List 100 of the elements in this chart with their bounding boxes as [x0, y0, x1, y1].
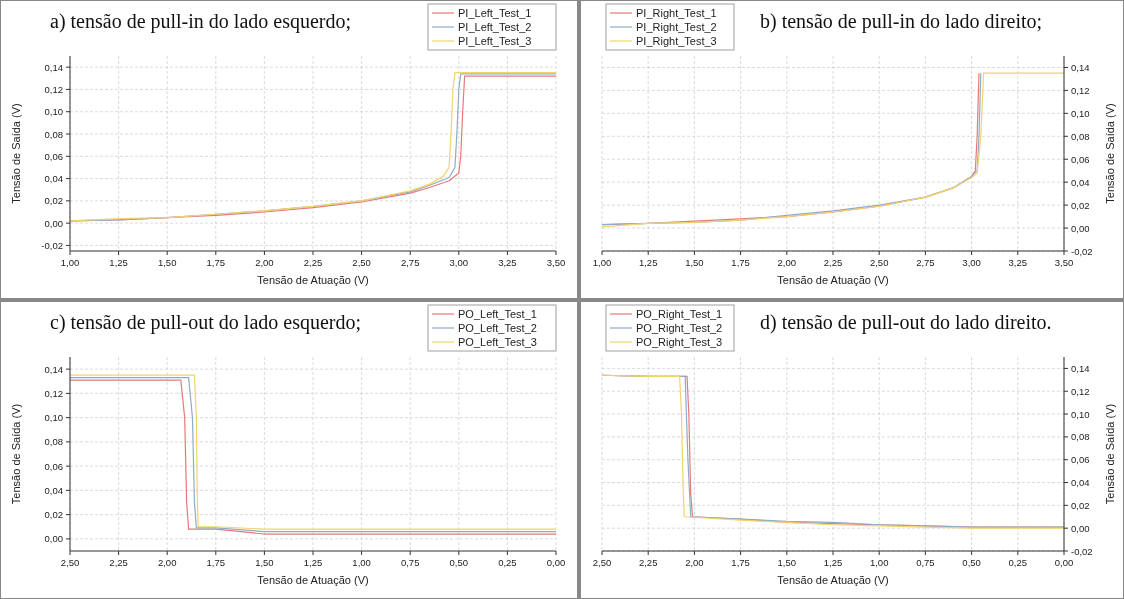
y-tick-label: 0,08 [44, 128, 63, 140]
x-tick-label: 2,50 [352, 257, 371, 268]
y2-tick-label: 0,00 [1071, 522, 1090, 534]
y2-tick-label: 0,06 [1071, 454, 1090, 466]
y2-axis-title: Tensão de Saída (V) [1104, 403, 1116, 505]
y2-tick-label: -0,02 [1071, 245, 1093, 257]
x-tick-label: 1,00 [592, 257, 612, 268]
legend-label: PI_Right_Test_1 [636, 7, 717, 19]
y-tick-label: 0,06 [44, 150, 63, 162]
chart-title: b) tensão de pull-in do lado direito; [760, 10, 1043, 33]
y-tick-label: -0,02 [41, 239, 63, 251]
x-tick-label: 3,50 [546, 257, 566, 268]
chart-title: a) tensão de pull-in do lado esquerdo; [50, 10, 352, 33]
x-tick-label: 1,25 [638, 257, 658, 268]
y-tick-label: 0,08 [44, 436, 63, 448]
x-tick-label: 2,25 [109, 557, 128, 568]
x-tick-label: 2,00 [157, 557, 177, 568]
legend-label: PI_Right_Test_3 [636, 35, 717, 47]
y-tick-label: 0,06 [44, 460, 63, 472]
x-tick-label: 2,75 [400, 257, 420, 268]
x-tick-label: 1,50 [685, 257, 704, 268]
x-tick-label: 2,50 [592, 557, 612, 568]
y2-tick-label: 0,08 [1071, 431, 1090, 443]
legend-label: PI_Left_Test_1 [458, 7, 532, 19]
y-tick-label: 0,10 [44, 412, 63, 424]
y2-tick-label: 0,14 [1071, 362, 1090, 374]
y-tick-label: 0,02 [44, 509, 63, 521]
y-tick-label: 0,12 [44, 83, 63, 95]
x-tick-label: 0,75 [916, 557, 935, 568]
x-tick-label: 1,25 [109, 257, 128, 268]
x-tick-label: 3,25 [498, 257, 517, 268]
x-tick-label: 3,00 [962, 257, 981, 268]
x-axis-title: Tensão de Atuação (V) [257, 274, 369, 286]
x-tick-label: 2,25 [638, 557, 658, 568]
legend-label: PO_Left_Test_3 [458, 336, 537, 348]
x-tick-label: 3,50 [1054, 257, 1074, 268]
x-tick-label: 0,50 [962, 557, 981, 568]
x-tick-label: 1,50 [777, 557, 797, 568]
y2-tick-label: -0,02 [1071, 545, 1093, 557]
y2-tick-label: 0,04 [1071, 176, 1090, 188]
x-tick-label: 0,00 [546, 557, 566, 568]
x-tick-label: 2,00 [777, 257, 797, 268]
legend-label: PO_Right_Test_3 [636, 336, 723, 348]
x-tick-label: 2,75 [916, 257, 935, 268]
x-tick-label: 0,00 [1054, 557, 1074, 568]
y2-tick-label: 0,02 [1071, 499, 1090, 511]
x-tick-label: 1,25 [303, 557, 323, 568]
x-axis-title: Tensão de Atuação (V) [777, 574, 889, 586]
y-tick-label: 0,00 [44, 217, 63, 229]
y2-tick-label: 0,12 [1071, 385, 1090, 397]
legend-label: PO_Left_Test_1 [458, 308, 537, 320]
legend-label: PO_Right_Test_1 [636, 308, 723, 320]
x-tick-label: 1,25 [823, 557, 843, 568]
y-tick-label: 0,00 [44, 533, 63, 545]
x-tick-label: 1,75 [206, 557, 226, 568]
y2-tick-label: 0,10 [1071, 107, 1090, 119]
chart-title: c) tensão de pull-out do lado esquerdo; [50, 311, 362, 334]
y-tick-label: 0,02 [44, 195, 63, 207]
x-tick-label: 1,75 [206, 257, 226, 268]
legend-label: PI_Left_Test_2 [458, 21, 532, 33]
y2-tick-label: 0,06 [1071, 153, 1090, 165]
x-tick-label: 0,50 [449, 557, 469, 568]
legend-label: PO_Left_Test_2 [458, 322, 537, 334]
x-tick-label: 2,25 [823, 257, 843, 268]
x-tick-label: 0,25 [498, 557, 517, 568]
y-axis-title: Tensão de Saída (V) [10, 103, 22, 204]
x-tick-label: 2,50 [869, 257, 889, 268]
x-tick-label: 3,00 [449, 257, 469, 268]
y-tick-label: 0,04 [44, 484, 63, 496]
y-axis-title: Tensão de Saída (V) [10, 403, 22, 505]
x-tick-label: 0,25 [1008, 557, 1028, 568]
y2-tick-label: 0,14 [1071, 61, 1090, 73]
legend-label: PI_Left_Test_3 [458, 35, 532, 47]
legend-label: PI_Right_Test_2 [636, 21, 717, 33]
y2-tick-label: 0,00 [1071, 222, 1090, 234]
y-tick-label: 0,10 [44, 106, 63, 118]
y-tick-label: 0,14 [44, 61, 63, 73]
x-tick-label: 1,75 [731, 257, 750, 268]
y-tick-label: 0,04 [44, 173, 63, 185]
y2-tick-label: 0,02 [1071, 199, 1090, 211]
x-axis-title: Tensão de Atuação (V) [777, 274, 889, 286]
legend-label: PO_Right_Test_2 [636, 322, 723, 334]
x-tick-label: 1,50 [157, 257, 177, 268]
y2-tick-label: 0,08 [1071, 130, 1090, 142]
x-axis-title: Tensão de Atuação (V) [257, 574, 369, 586]
x-tick-label: 1,00 [352, 557, 371, 568]
x-tick-label: 1,50 [255, 557, 274, 568]
y-tick-label: 0,12 [44, 387, 63, 399]
x-tick-label: 2,00 [255, 257, 274, 268]
x-tick-label: 1,75 [731, 557, 750, 568]
x-tick-label: 1,00 [869, 557, 889, 568]
x-tick-label: 0,75 [400, 557, 420, 568]
y-tick-label: 0,14 [44, 363, 63, 375]
y2-tick-label: 0,10 [1071, 408, 1090, 420]
y2-tick-label: 0,12 [1071, 84, 1090, 96]
y2-axis-title: Tensão de Saída (V) [1104, 103, 1116, 204]
x-tick-label: 2,50 [60, 557, 80, 568]
y2-tick-label: 0,04 [1071, 477, 1090, 489]
x-tick-label: 2,25 [303, 257, 323, 268]
x-tick-label: 2,00 [685, 557, 704, 568]
